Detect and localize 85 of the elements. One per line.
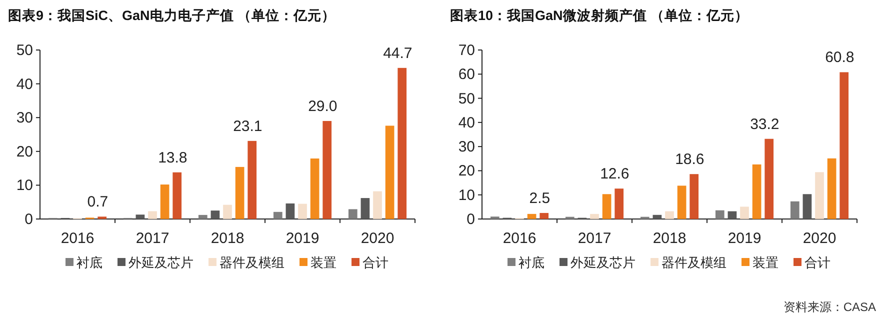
bar [527,214,536,219]
bar [223,204,232,219]
data-label: 13.8 [158,149,188,166]
y-tick-label: 0 [466,211,475,228]
y-tick-label: 30 [16,110,33,127]
legend-label: 合计 [804,255,830,270]
y-tick-label: 0 [24,211,33,228]
bar [690,174,699,219]
bar [602,194,612,219]
bar [677,186,686,219]
bar [590,214,599,219]
bar [815,172,824,219]
x-tick-label: 2018 [210,230,244,247]
legend-label: 器件及模组 [662,255,726,270]
text: 资料来源：CASA [783,300,876,314]
bar [802,194,812,219]
legend-label: 衬底 [76,255,102,270]
bar [360,198,370,219]
bar [210,210,220,219]
x-tick-label: 2017 [136,230,170,247]
chart-title: 图表9：我国SiC、GaN电力电子产值 （单位：亿元） [8,7,336,23]
bar [310,158,320,219]
x-tick-label: 2016 [60,230,94,247]
bar [540,212,549,219]
bar [665,211,674,219]
legend-label: 外延及芯片 [128,255,194,270]
bar [373,191,382,219]
y-tick-label: 20 [16,143,33,160]
y-tick-label: 50 [16,42,33,59]
bar [172,172,182,219]
bar [752,164,762,219]
y-tick-label: 10 [16,177,33,194]
y-tick-label: 20 [458,162,475,180]
y-tick-label: 50 [458,90,475,108]
bar [728,211,737,219]
bar [790,201,800,219]
data-label: 33.2 [750,116,780,133]
bar [322,120,332,219]
chart-title: 图表10：我国GaN微波射频产值 （单位：亿元） [450,7,749,23]
bar [148,211,157,219]
y-tick-label: 10 [458,186,475,204]
bar [715,210,724,219]
data-label: 12.6 [600,166,630,183]
y-tick-label: 70 [458,42,475,59]
x-tick-label: 2019 [728,230,762,247]
legend-label: 合计 [362,255,388,270]
bar [235,166,244,219]
bar [136,214,145,219]
data-label: 2.5 [529,190,550,207]
legend-label: 外延及芯片 [570,255,636,270]
bar [652,214,662,219]
legend-label: 衬底 [518,255,544,270]
bar [273,212,282,219]
bar [248,140,257,219]
y-tick-label: 40 [16,76,33,93]
bar [827,158,836,219]
bar [764,138,774,219]
bar [385,126,394,219]
x-tick-label: 2019 [286,230,320,247]
data-label: 29.0 [308,98,338,115]
x-tick-label: 2018 [652,230,686,247]
bar [348,209,358,219]
x-tick-label: 2020 [360,230,394,247]
y-tick-label: 30 [458,138,475,156]
legend-label: 装置 [752,255,778,270]
legend-label: 器件及模组 [220,255,284,270]
x-tick-label: 2020 [802,230,836,247]
y-tick-label: 60 [458,66,475,84]
legend-label: 装置 [310,255,336,270]
data-label: 44.7 [383,44,412,62]
bar [740,206,749,219]
bar [614,188,624,219]
x-tick-label: 2017 [578,230,612,247]
data-label: 18.6 [675,151,704,168]
bar [298,204,307,219]
data-label: 0.7 [87,194,108,211]
bar [160,184,170,219]
data-label: 60.8 [825,49,854,66]
bar [840,72,849,219]
bar [286,203,295,219]
bar [398,68,407,219]
x-tick-label: 2016 [502,230,536,247]
y-tick-label: 40 [458,114,475,132]
data-label: 23.1 [233,118,262,135]
bar [198,214,208,219]
